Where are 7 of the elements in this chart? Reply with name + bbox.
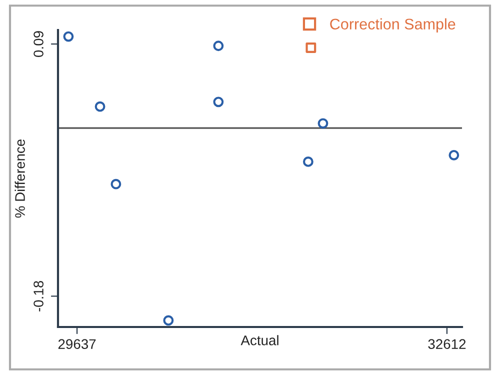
y-tick-label: -0.18 bbox=[34, 280, 44, 312]
legend-label: Correction Sample bbox=[330, 18, 456, 33]
x-tick-label: 32612 bbox=[428, 339, 466, 350]
x-tick-label: 29637 bbox=[58, 339, 96, 350]
y-axis-title: % Difference bbox=[14, 139, 25, 218]
y-tick-label: 0.09 bbox=[34, 31, 44, 57]
x-axis-title: Actual bbox=[240, 335, 278, 346]
